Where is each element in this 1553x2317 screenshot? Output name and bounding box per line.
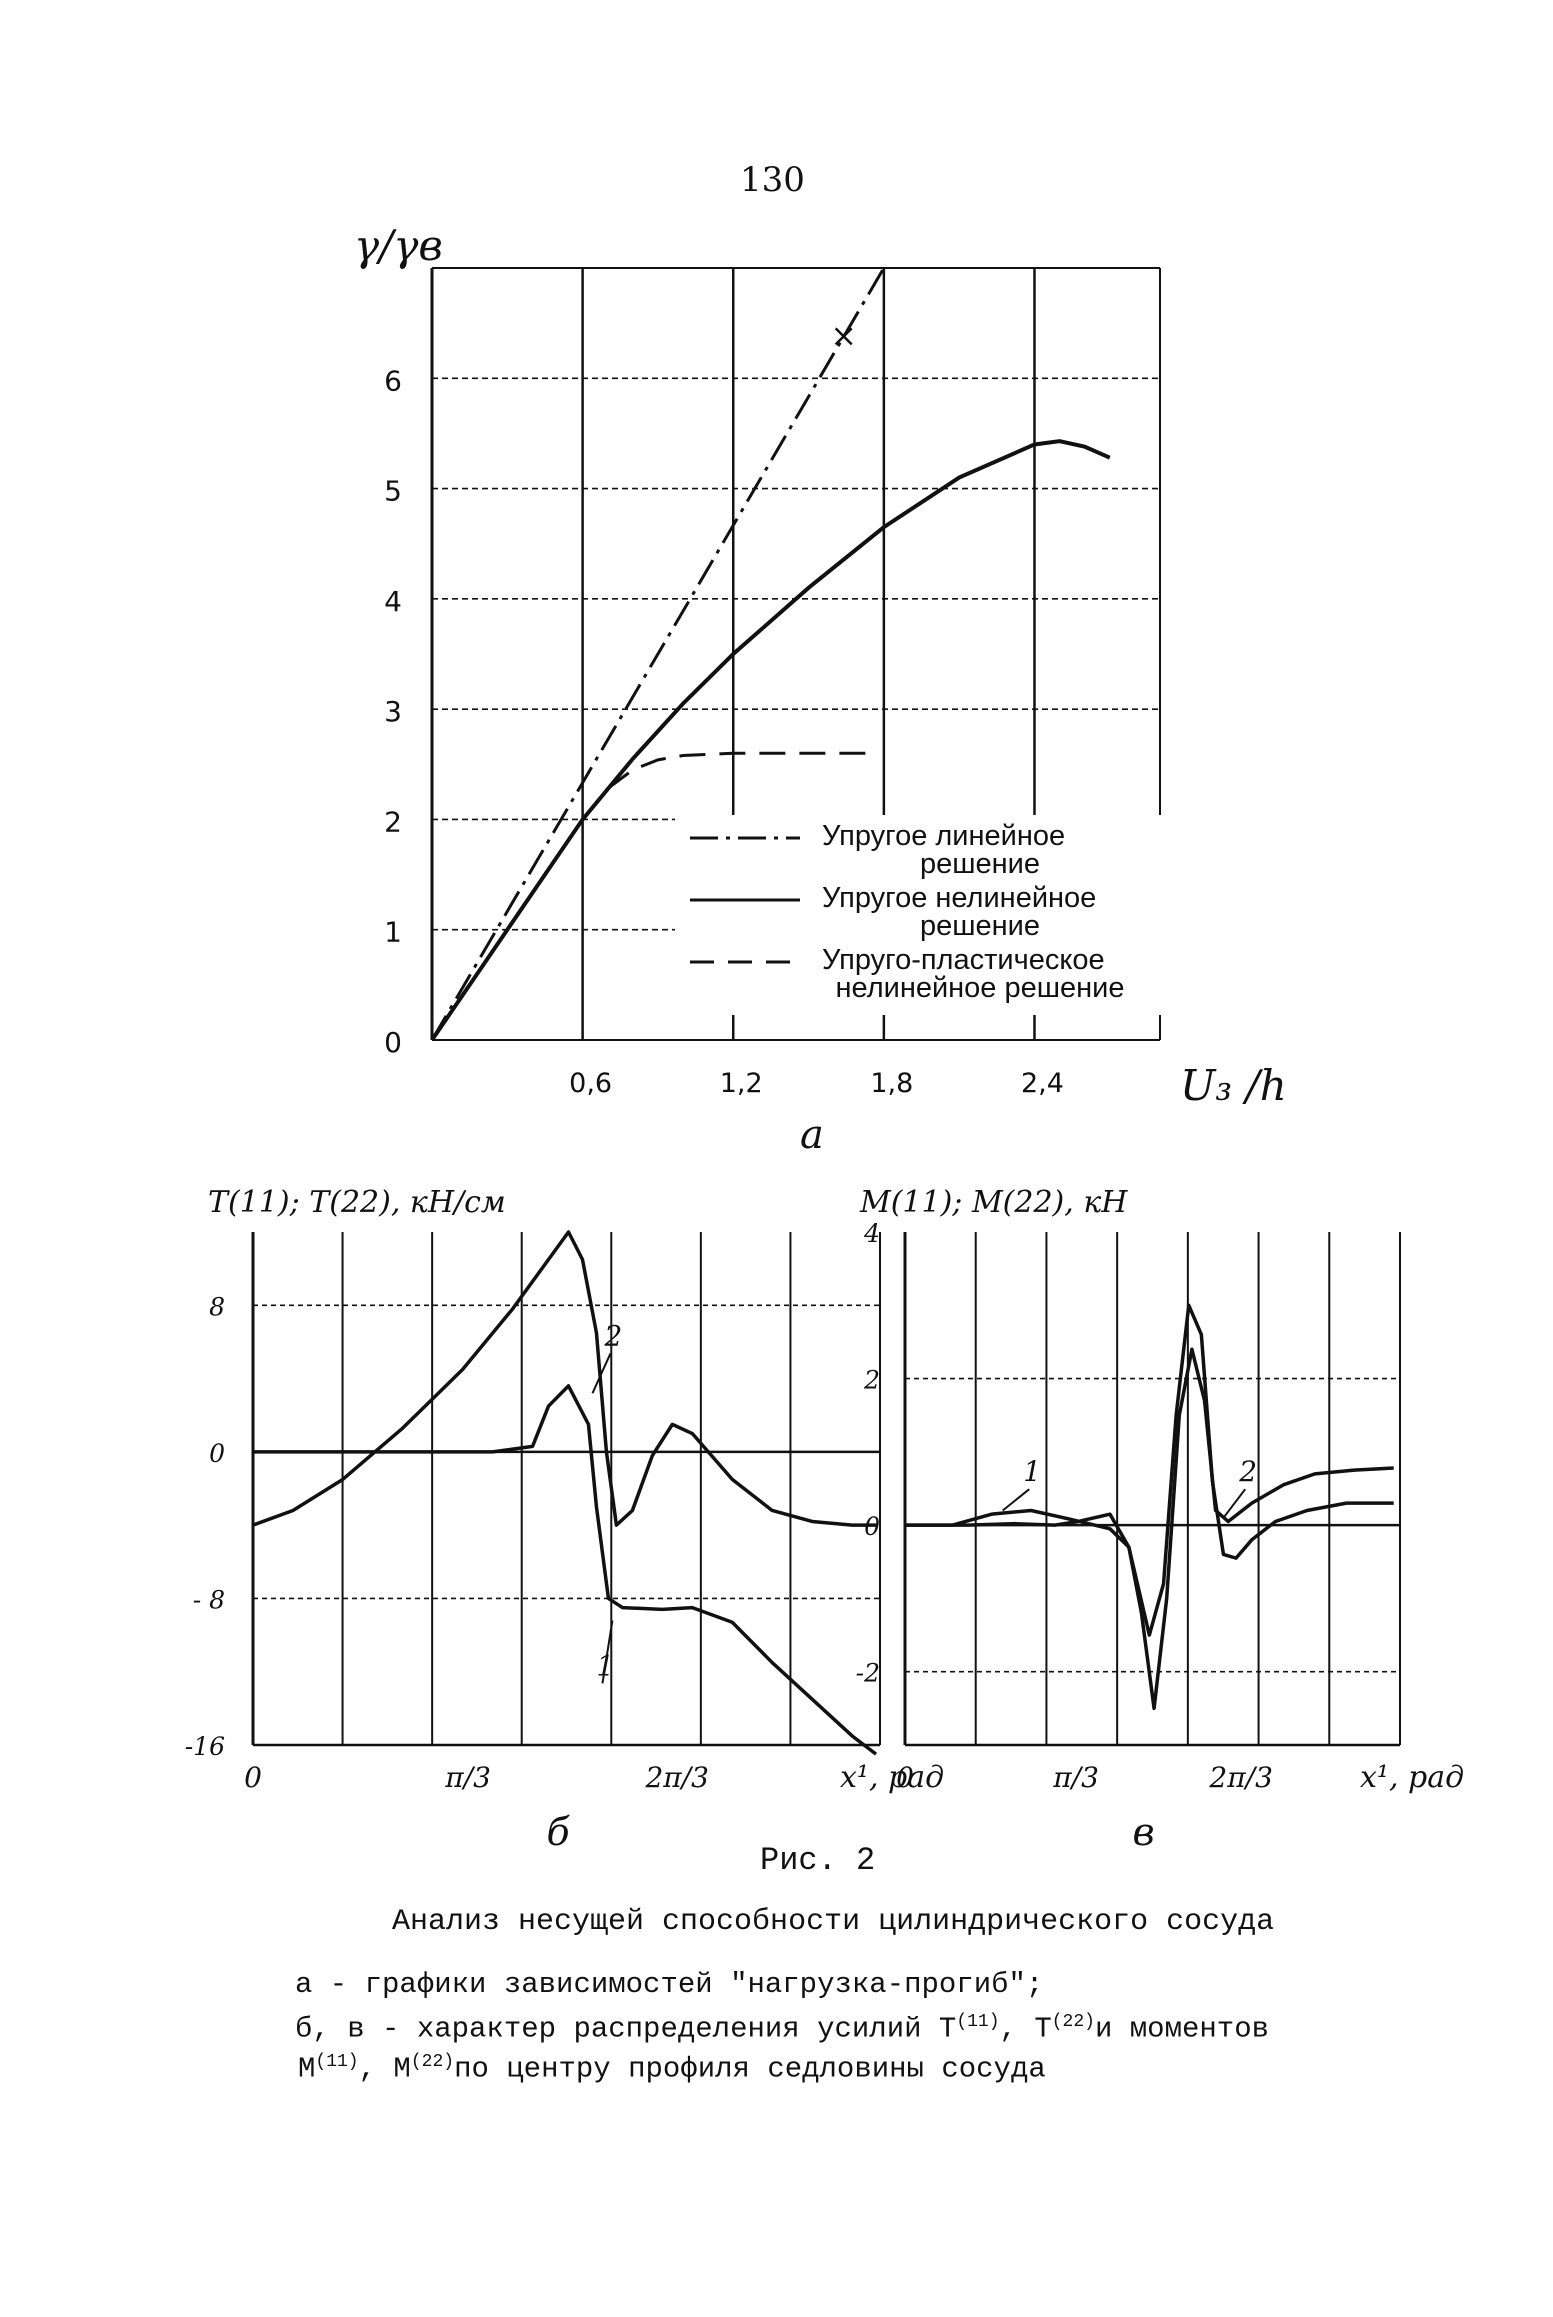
y-tick-label: 5 (384, 475, 402, 508)
y-tick-label: 0 (209, 1439, 225, 1468)
caption-line-c-post: по центру профиля седловины сосуда (454, 2052, 1046, 2086)
x-tick-label: 1,2 (720, 1068, 763, 1099)
page-number: 130 (740, 160, 805, 200)
x-tick-label: 2π/3 (1208, 1761, 1272, 1794)
y-axis-label: T(11); T(22), кН/см (208, 1185, 506, 1220)
series-curve-2 (252, 1230, 877, 1527)
series-line-3 (581, 751, 872, 821)
y-axis-label: M(11); M(22), кН (859, 1185, 1128, 1220)
caption-t11-sup: (11) (956, 2012, 1000, 2032)
curve-label-leader (1222, 1488, 1247, 1519)
y-tick-label: - 8 (193, 1585, 225, 1614)
y-tick-label: 2 (863, 1366, 880, 1395)
x-tick-label: 2,4 (1021, 1068, 1064, 1099)
curve-label-leader (1002, 1488, 1030, 1512)
curve-label: 2 (603, 1320, 622, 1353)
figure-label: Рис. 2 (760, 1842, 876, 1879)
y-tick-label: -16 (185, 1732, 225, 1761)
legend-text: решение (920, 848, 1040, 880)
legend-text: решение (920, 910, 1040, 942)
series-curve-1 (253, 1384, 878, 1756)
x-tick-label: 0 (244, 1761, 262, 1794)
y-tick-label: 6 (384, 364, 402, 397)
chart-load-deflection: 0 1 2 3 4 5 6 0,6 1,2 1,8 2,4 γ/γв U₃ /h а Упругое лин… (354, 221, 1287, 1158)
x-tick-label: 0,6 (569, 1068, 612, 1099)
x-tick-label: 1,8 (870, 1068, 913, 1099)
x-tick-label: π/3 (1052, 1761, 1099, 1794)
series-line-1 (430, 267, 886, 1041)
x-tick-label: π/3 (444, 1761, 491, 1794)
curve-label-leader (601, 1620, 614, 1684)
x-tick-label: 0 (896, 1761, 914, 1794)
y-tick-label: 1 (384, 916, 402, 949)
y-tick-label: 0 (864, 1512, 880, 1541)
x-tick-label: 2π/3 (644, 1761, 708, 1794)
x-axis-label: x¹, рад (1360, 1760, 1464, 1795)
y-tick-label: 0 (384, 1026, 402, 1059)
panel-label-a: а (800, 1112, 824, 1158)
y-tick-label: 3 (384, 695, 402, 728)
caption-line-b-sep: , T (999, 2012, 1052, 2046)
curve-label-leader (591, 1353, 612, 1394)
caption-line-b: б, в - характер распределения усилий T(1… (295, 2012, 1269, 2046)
chart-moments-distribution: 4 2 0 -2 0 π/3 2π/3 x¹, рад M(11); M(22), кН в 1 2 (856, 1185, 1464, 1854)
panel-label: в (1133, 1810, 1155, 1854)
y-tick-label: 2 (384, 805, 402, 838)
caption-line-c: M(11), M(22)по центру профиля седловины … (298, 2052, 1046, 2086)
caption-t-symbol: T (938, 2012, 957, 2046)
y-tick-label: -2 (856, 1659, 880, 1688)
x-axis-label: x¹, рад (840, 1760, 944, 1795)
series-curve-1 (905, 1303, 1394, 1637)
legend-text: Упруго-пластическое (822, 944, 1105, 976)
legend-box (675, 815, 1165, 1015)
y-axis-label: γ/γв (354, 221, 443, 270)
caption-line-b-post: и моментов (1094, 2012, 1269, 2046)
y-tick-label: 4 (863, 1219, 880, 1248)
panel-label: б (547, 1810, 571, 1854)
chart-forces-distribution: 8 0 - 8 -16 0 π/3 2π/3 x¹, рад T(11); T(22), кН/… (185, 1185, 944, 1854)
legend-text: Упругое линейное (822, 820, 1065, 852)
curve-label: 1 (1023, 1455, 1041, 1488)
caption-m-symbol: M (298, 2052, 316, 2086)
y-tick-label: 4 (384, 585, 402, 618)
caption-t22-sup: (22) (1051, 2012, 1095, 2032)
caption-line-c-sep: , M (358, 2052, 411, 2086)
caption-m22-sup: (22) (410, 2052, 455, 2072)
series-curve-2 (905, 1347, 1394, 1711)
x-axis-label: U₃ /h (1180, 1061, 1287, 1110)
caption-line-b-pre: б, в - характер распределения усилий (295, 2012, 939, 2046)
cross-marker (834, 327, 853, 346)
y-tick-label: 8 (209, 1292, 225, 1321)
caption-line-a: а - графики зависимостей "нагрузка-проги… (295, 1968, 1044, 2001)
caption-title: Анализ несущей способности цилиндрическо… (392, 1905, 1275, 1939)
legend-text: нелинейное решение (836, 972, 1125, 1004)
curve-label: 2 (1238, 1455, 1257, 1488)
legend-text: Упругое нелинейное (822, 882, 1096, 914)
caption-m11-sup: (11) (315, 2052, 359, 2072)
